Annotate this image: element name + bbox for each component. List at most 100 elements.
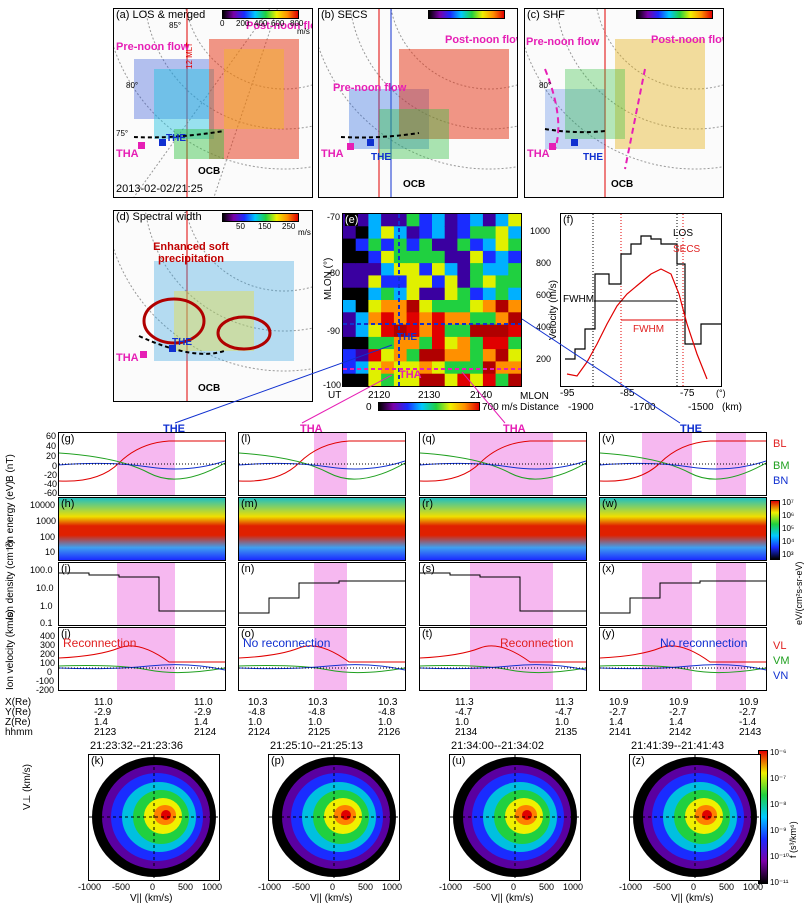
tha-label-b: THA [321,148,344,160]
map-d [114,211,312,401]
vcb-unit: f (s³/km⁶) [788,821,798,858]
f-ytick-800: 800 [536,258,552,268]
panel-d-spectral-width: (d) Spectral width Enhanced soft precipi… [113,210,313,402]
coord-value: -4.7 [555,707,573,718]
n-tick-1: 10.0 [36,583,54,593]
fwhm-secs: FWHM [633,324,665,335]
lat85-label: 85° [169,21,182,30]
vdf-panel-label: (k) [91,755,104,767]
post-noon-label-b: Post-noon flow [445,34,518,46]
f-ytick-1000: 1000 [530,226,551,236]
vcb-2: 10⁻⁸ [770,800,787,809]
density-panel-label: (i) [61,563,71,575]
cb-e-min: 0 [366,402,372,413]
the-label-d: THE [172,337,192,348]
e-xtick-1: 2120 [368,390,391,401]
density-panel-label: (s) [422,563,435,575]
tha-label-c: THA [527,148,550,160]
energy-panel: (m) [238,497,406,561]
velocity-panel-label: (t) [422,628,433,640]
colorbar-c [636,10,713,19]
coord-x-label: X(Re) [5,697,32,708]
e-ytick-1: -70 [327,212,341,222]
v-tick-2: 200 [40,649,56,659]
colorbar-d [222,213,299,222]
vdf-xtick: 1000 [743,882,764,892]
f-xlabel-mlon: MLON [520,391,549,402]
cb-a-400: 400 [254,19,268,28]
coord-value: 1.0 [555,717,569,728]
b-tick-1: 40 [46,441,57,451]
ecb-3: 10⁴ [782,537,795,546]
tha-label-a: THA [116,148,139,160]
panel-b-secs: (b) SECS Pre-noon flow Post-noon flow TH… [318,8,518,198]
energy-panel-label: (h) [61,498,75,510]
vdf-xtick: -1000 [439,882,463,892]
coord-value: 1.0 [455,717,469,728]
post-noon-label-a: Post-noon flow [246,20,312,32]
e-ytick-3: -90 [327,326,341,336]
cb-a-800: 800 [290,19,304,28]
coord-value: 11.0 [94,697,113,708]
panel-a-los-merged: (a) LOS & merged 12 MLT Pre-noon flow Po… [113,8,313,198]
vdf-xlabel: V|| (km/s) [310,893,353,904]
density-ylabel: Ion density (cm⁻³) [5,540,16,620]
coord-value: 11.0 [194,697,213,708]
colorbar-e [378,402,480,411]
b-ylabel: B (nT) [5,454,16,482]
vdf-panel: (u) [449,754,581,881]
coord-value: -4.8 [378,707,396,718]
panel-b-label: (b) SECS [321,9,368,21]
velocity-panel: (y) No reconnection [599,627,767,691]
interval-shade [642,628,692,690]
coord-value: -2.9 [194,707,212,718]
ecb-0: 10⁷ [782,498,794,507]
post-noon-label-c: Post-noon flow [651,34,724,46]
velocity-ylabel: Ion velocity (km/s) [5,609,16,690]
the-label-e: THE [397,332,417,343]
coord-value: 2124 [194,727,217,738]
interval-shade [117,563,175,625]
density-panel: (i) [58,562,226,626]
vcb-4: 10⁻¹⁰ [770,852,789,861]
coord-value: -2.7 [609,707,627,718]
coord-value: -4.8 [308,707,326,718]
n-tick-0: 100.0 [30,565,53,575]
interval-shade [470,628,553,690]
f-dunit: (km) [722,402,742,413]
energy-panel: (h) [58,497,226,561]
coord-value: 2126 [378,727,401,738]
density-panel-label: (n) [241,563,255,575]
map-b [319,9,517,197]
coord-value: -1.4 [739,717,757,728]
e-tick-0: 10000 [30,500,56,510]
b-panel-label: (v) [602,433,615,445]
b-tick-3: 0 [52,461,58,471]
colorbar-b [428,10,505,19]
legend-vn: VN [773,670,789,682]
legend-vl: VL [773,640,787,652]
density-panel: (n) [238,562,406,626]
coord-value: 10.9 [739,697,759,708]
reconnection-note: No reconnection [660,636,748,650]
ocb-label-b: OCB [403,179,426,190]
legend-bn: BN [773,475,789,487]
cb-d-150: 150 [258,222,272,231]
the-label-b: THE [371,152,391,163]
ocb-label-a: OCB [198,166,221,177]
b-panel-label: (l) [241,433,251,445]
v-tick-6: -200 [36,685,55,695]
coord-value: 1.4 [669,717,683,728]
e-tick-3: 10 [45,547,56,557]
v-tick-1: 300 [40,640,56,650]
f-ytick-600: 600 [536,290,552,300]
fwhm-los: FWHM [563,294,595,305]
enhanced-label: Enhanced soft precipitation [153,241,229,265]
energy-colorbar [770,500,780,560]
cb-a-600: 600 [271,19,285,28]
coord-value: 10.3 [248,697,268,708]
vdf-panel: (z) [629,754,761,881]
keogram-grid [343,214,521,386]
interval-shade [314,628,347,690]
vdf-xlabel: V|| (km/s) [130,893,173,904]
